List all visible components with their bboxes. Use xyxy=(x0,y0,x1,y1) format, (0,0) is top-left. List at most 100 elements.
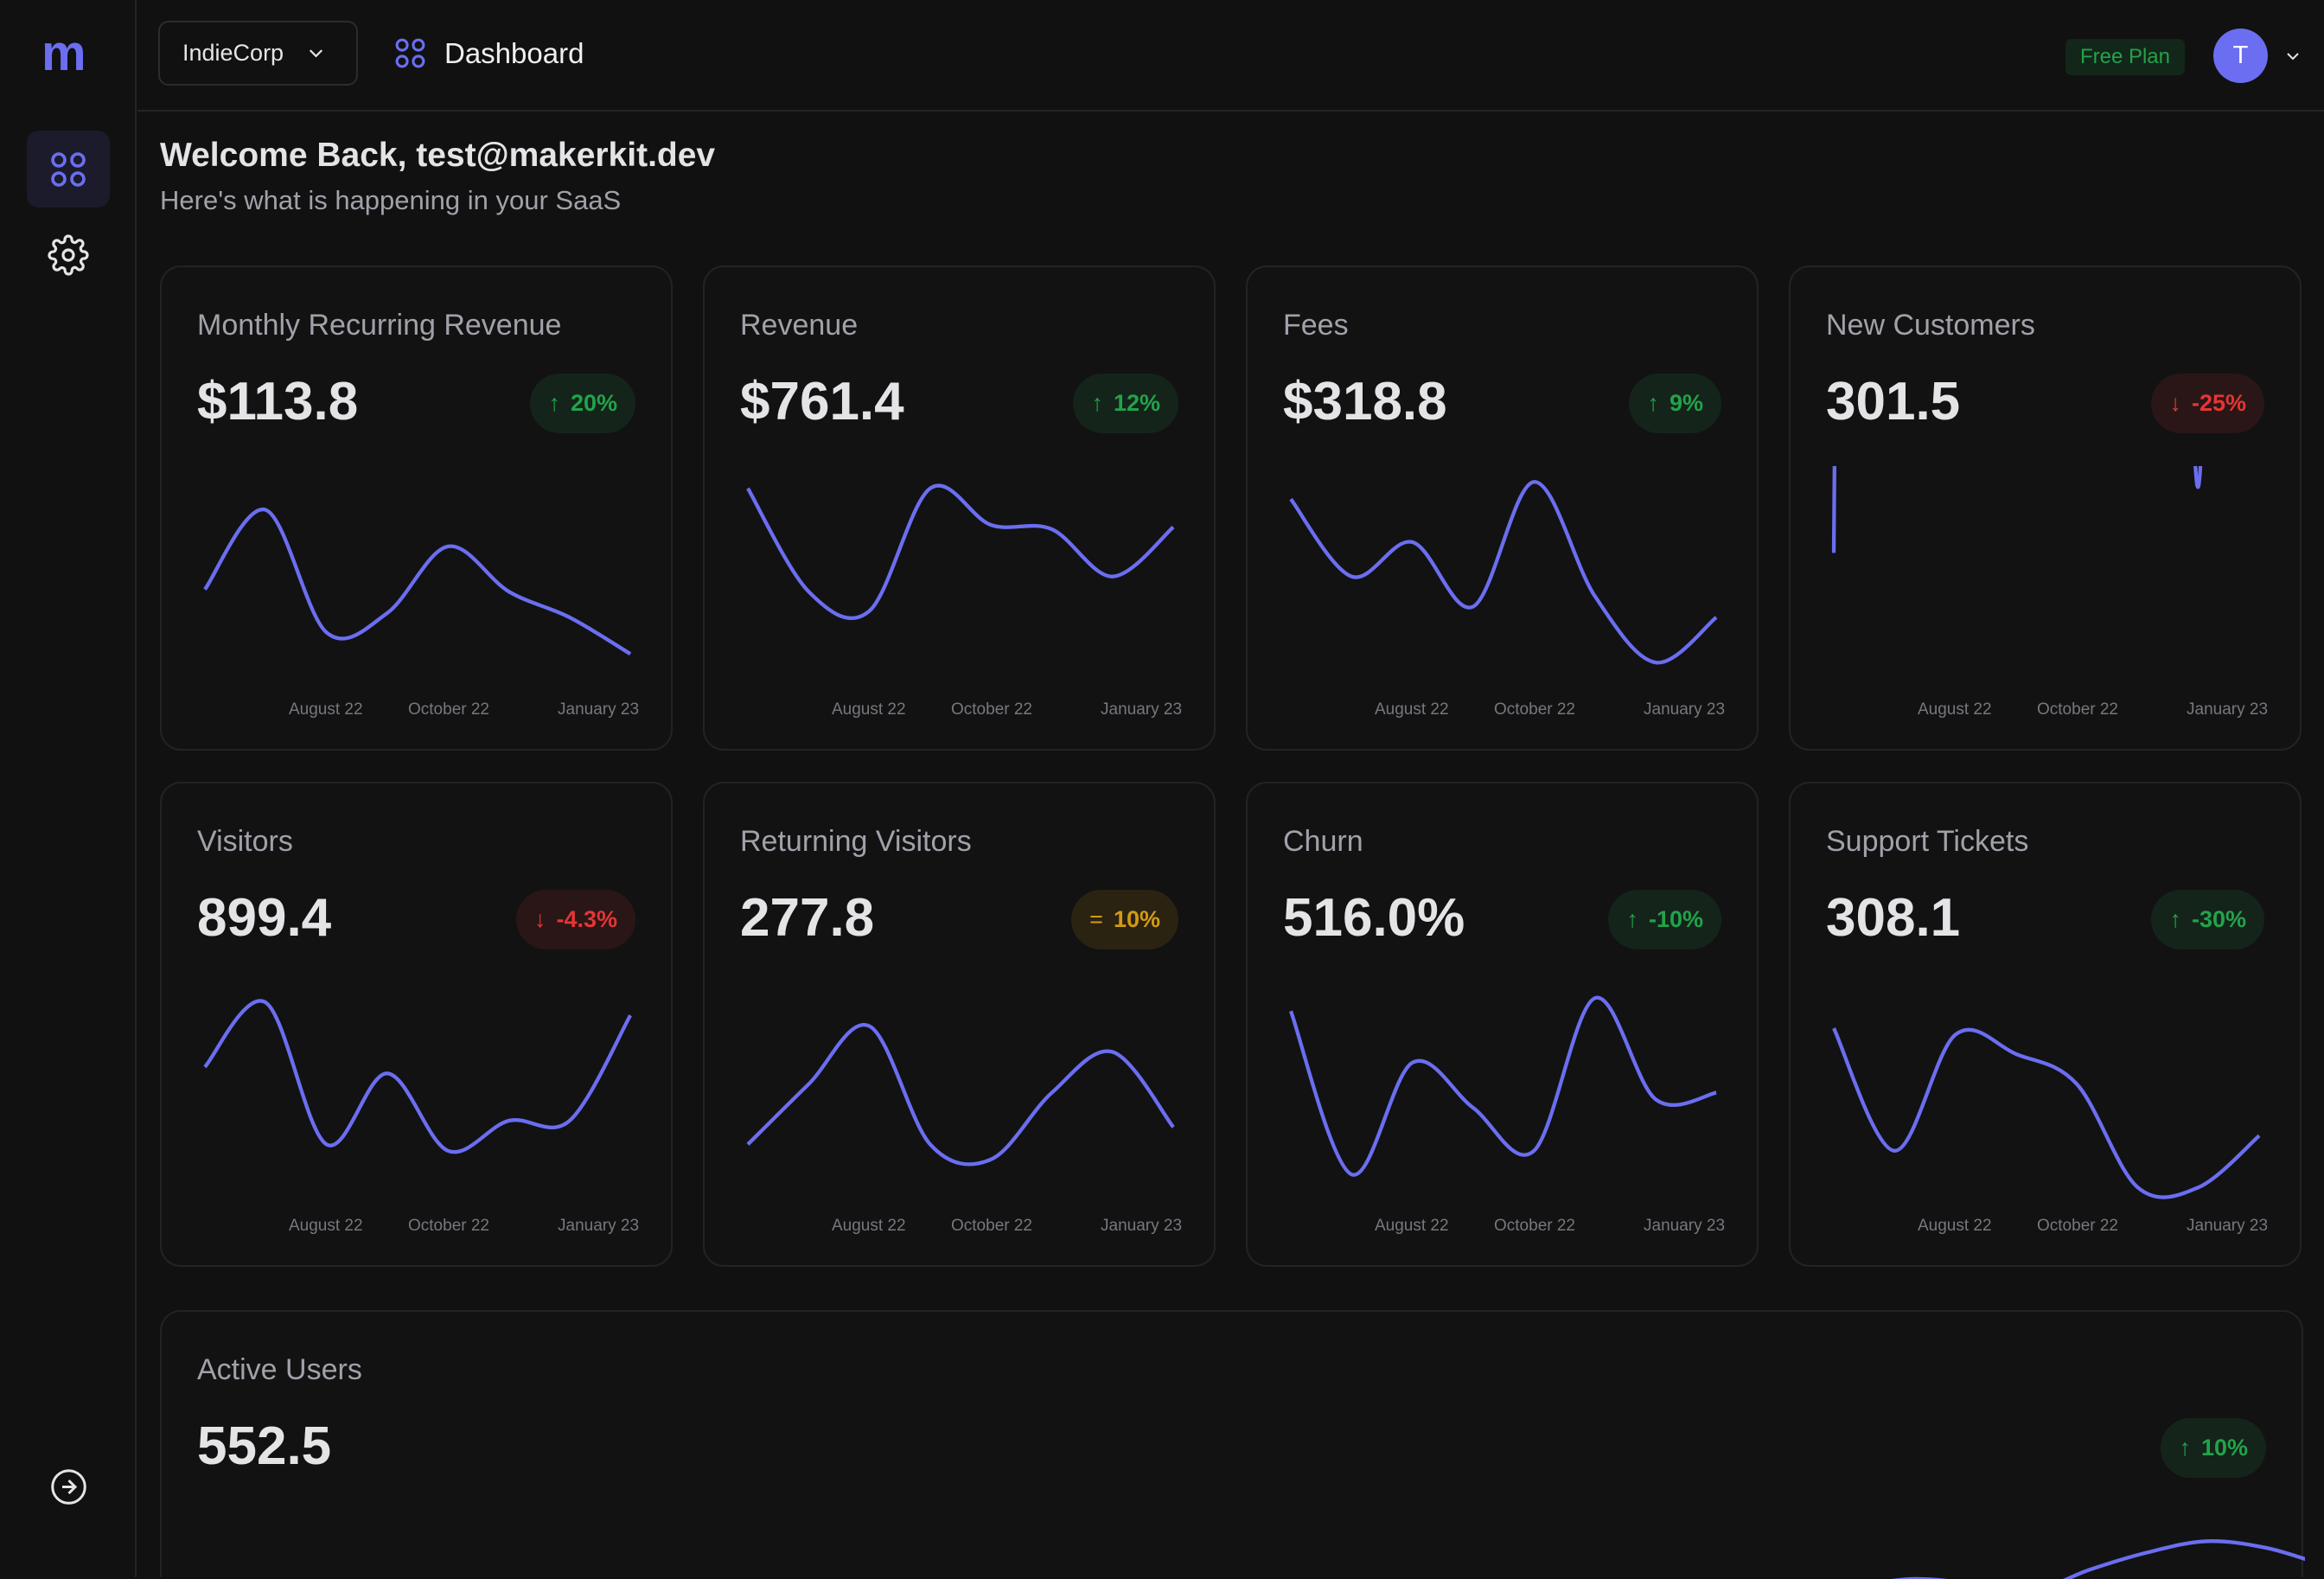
x-tick-label: August 22 xyxy=(289,1217,363,1235)
x-tick-label: October 22 xyxy=(408,700,489,719)
metric-card: Visitors 899.4 ↓ -4.3% August 22 October 22 Ja… xyxy=(160,782,673,1267)
trend-up-icon: ↑ xyxy=(548,390,560,416)
x-tick-label: October 22 xyxy=(951,1217,1032,1235)
series-line xyxy=(1288,995,1717,1177)
series-line xyxy=(1832,1027,2261,1199)
x-tick-label: August 22 xyxy=(1375,700,1449,719)
trend-badge: ↑ 9% xyxy=(1629,374,1721,433)
trend-badge: ↑ 10% xyxy=(2161,1418,2266,1478)
trend-badge: = 10% xyxy=(1071,890,1178,949)
metric-title: New Customers xyxy=(1826,309,2035,342)
x-tick-label: August 22 xyxy=(832,700,906,719)
sidebar: m xyxy=(0,0,137,1577)
x-tick-label: January 23 xyxy=(1101,700,1183,719)
metric-card: Returning Visitors 277.8 = 10% August 22 Octo… xyxy=(703,782,1216,1267)
trend-value: -4.3% xyxy=(556,906,617,932)
x-tick-label: October 22 xyxy=(951,700,1032,719)
arrow-right-circle-icon xyxy=(50,1469,86,1505)
trend-value: -25% xyxy=(2191,390,2246,416)
x-tick-label: January 23 xyxy=(1101,1217,1183,1235)
x-tick-label: August 22 xyxy=(832,1217,906,1235)
metric-title: Support Tickets xyxy=(1826,825,2029,858)
metric-title: Returning Visitors xyxy=(740,825,972,858)
sparkline-chart xyxy=(203,999,632,1154)
metric-title: Visitors xyxy=(197,825,293,858)
series-line xyxy=(1891,1539,2305,1579)
trend-down-icon: ↓ xyxy=(2169,390,2181,416)
avatar[interactable]: T xyxy=(2213,29,2268,83)
metric-card: Fees $318.8 ↑ 9% August 22 October 22 January … xyxy=(1246,265,1759,751)
series-line xyxy=(1831,466,2203,553)
x-tick-label: January 23 xyxy=(1644,700,1726,719)
metric-value: 308.1 xyxy=(1826,888,1961,948)
sparkline-chart xyxy=(1289,480,1718,665)
x-tick-label: October 22 xyxy=(2037,1217,2118,1235)
topbar: IndieCorp Dashboard Free Plan T xyxy=(137,0,2324,112)
x-tick-label: January 23 xyxy=(1644,1217,1726,1235)
metric-card: Churn 516.0% ↑ -10% August 22 October 22 Janua… xyxy=(1246,782,1759,1267)
metric-card: Active Users 552.5 ↑ 10% xyxy=(160,1310,2305,1579)
x-tick-label: January 23 xyxy=(558,1217,640,1235)
sparkline-chart xyxy=(746,483,1175,621)
x-tick-label: January 23 xyxy=(2187,1217,2269,1235)
sidebar-item-settings[interactable] xyxy=(27,216,110,293)
metric-value: 277.8 xyxy=(740,888,875,948)
trend-flat-icon: = xyxy=(1089,906,1103,932)
series-line xyxy=(203,999,632,1154)
trend-up-icon: ↑ xyxy=(1626,906,1638,932)
x-tick-label: October 22 xyxy=(1494,1217,1575,1235)
sparkline-chart xyxy=(1831,466,2203,553)
sparkline-chart xyxy=(203,508,632,656)
trend-badge: ↑ 12% xyxy=(1073,374,1178,433)
x-tick-label: October 22 xyxy=(408,1217,489,1235)
metric-value: $113.8 xyxy=(197,372,359,432)
trend-value: -30% xyxy=(2191,906,2246,932)
sparkline-chart xyxy=(1288,995,1717,1177)
trend-value: 10% xyxy=(1113,906,1160,932)
trend-up-icon: ↑ xyxy=(1091,390,1103,416)
trend-badge: ↓ -4.3% xyxy=(515,890,635,949)
trend-value: 10% xyxy=(2200,1435,2248,1461)
x-tick-label: August 22 xyxy=(1918,700,1992,719)
metric-title: Revenue xyxy=(740,309,859,342)
trend-up-icon: ↑ xyxy=(1647,390,1659,416)
welcome-subtitle: Here's what is happening in your SaaS xyxy=(160,185,622,215)
trend-badge: ↑ -10% xyxy=(1608,890,1721,949)
chevron-down-icon[interactable] xyxy=(2282,46,2303,67)
metric-title: Churn xyxy=(1283,825,1363,858)
x-tick-label: January 23 xyxy=(2187,700,2269,719)
x-tick-label: August 22 xyxy=(1918,1217,1992,1235)
organization-selector[interactable]: IndieCorp xyxy=(158,21,358,86)
x-tick-label: January 23 xyxy=(558,700,640,719)
trend-value: 20% xyxy=(570,390,617,416)
metric-card: Revenue $761.4 ↑ 12% August 22 October 22 Janu… xyxy=(703,265,1216,751)
series-line xyxy=(746,483,1175,621)
metric-value: $318.8 xyxy=(1283,372,1447,432)
metric-value: 899.4 xyxy=(197,888,332,948)
metric-title: Monthly Recurring Revenue xyxy=(197,309,562,342)
grid-icon xyxy=(395,38,425,68)
series-line xyxy=(203,508,632,656)
metric-card: Support Tickets 308.1 ↑ -30% August 22 Octobe… xyxy=(1789,782,2302,1267)
sparkline-chart xyxy=(746,1022,1175,1167)
sparkline-chart xyxy=(1832,1027,2261,1199)
collapse-sidebar-button[interactable] xyxy=(27,1448,110,1525)
organization-name: IndieCorp xyxy=(182,40,284,66)
metric-card: Monthly Recurring Revenue $113.8 ↑ 20% Augus… xyxy=(160,265,673,751)
x-tick-label: October 22 xyxy=(1494,700,1575,719)
trend-badge: ↑ -30% xyxy=(2151,890,2264,949)
metric-value: 301.5 xyxy=(1826,372,1961,432)
metric-value: 516.0% xyxy=(1283,888,1465,948)
metric-card: New Customers 301.5 ↓ -25% August 22 October … xyxy=(1789,265,2302,751)
metric-title: Active Users xyxy=(197,1353,362,1386)
sidebar-item-dashboard[interactable] xyxy=(27,131,110,208)
trend-value: 12% xyxy=(1113,390,1160,416)
logo[interactable]: m xyxy=(42,25,86,81)
x-tick-label: August 22 xyxy=(289,700,363,719)
sparkline-chart xyxy=(1891,1539,2305,1579)
series-line xyxy=(1289,480,1718,665)
trend-value: -10% xyxy=(1648,906,1703,932)
trend-badge: ↓ -25% xyxy=(2151,374,2264,433)
series-line xyxy=(746,1022,1175,1167)
